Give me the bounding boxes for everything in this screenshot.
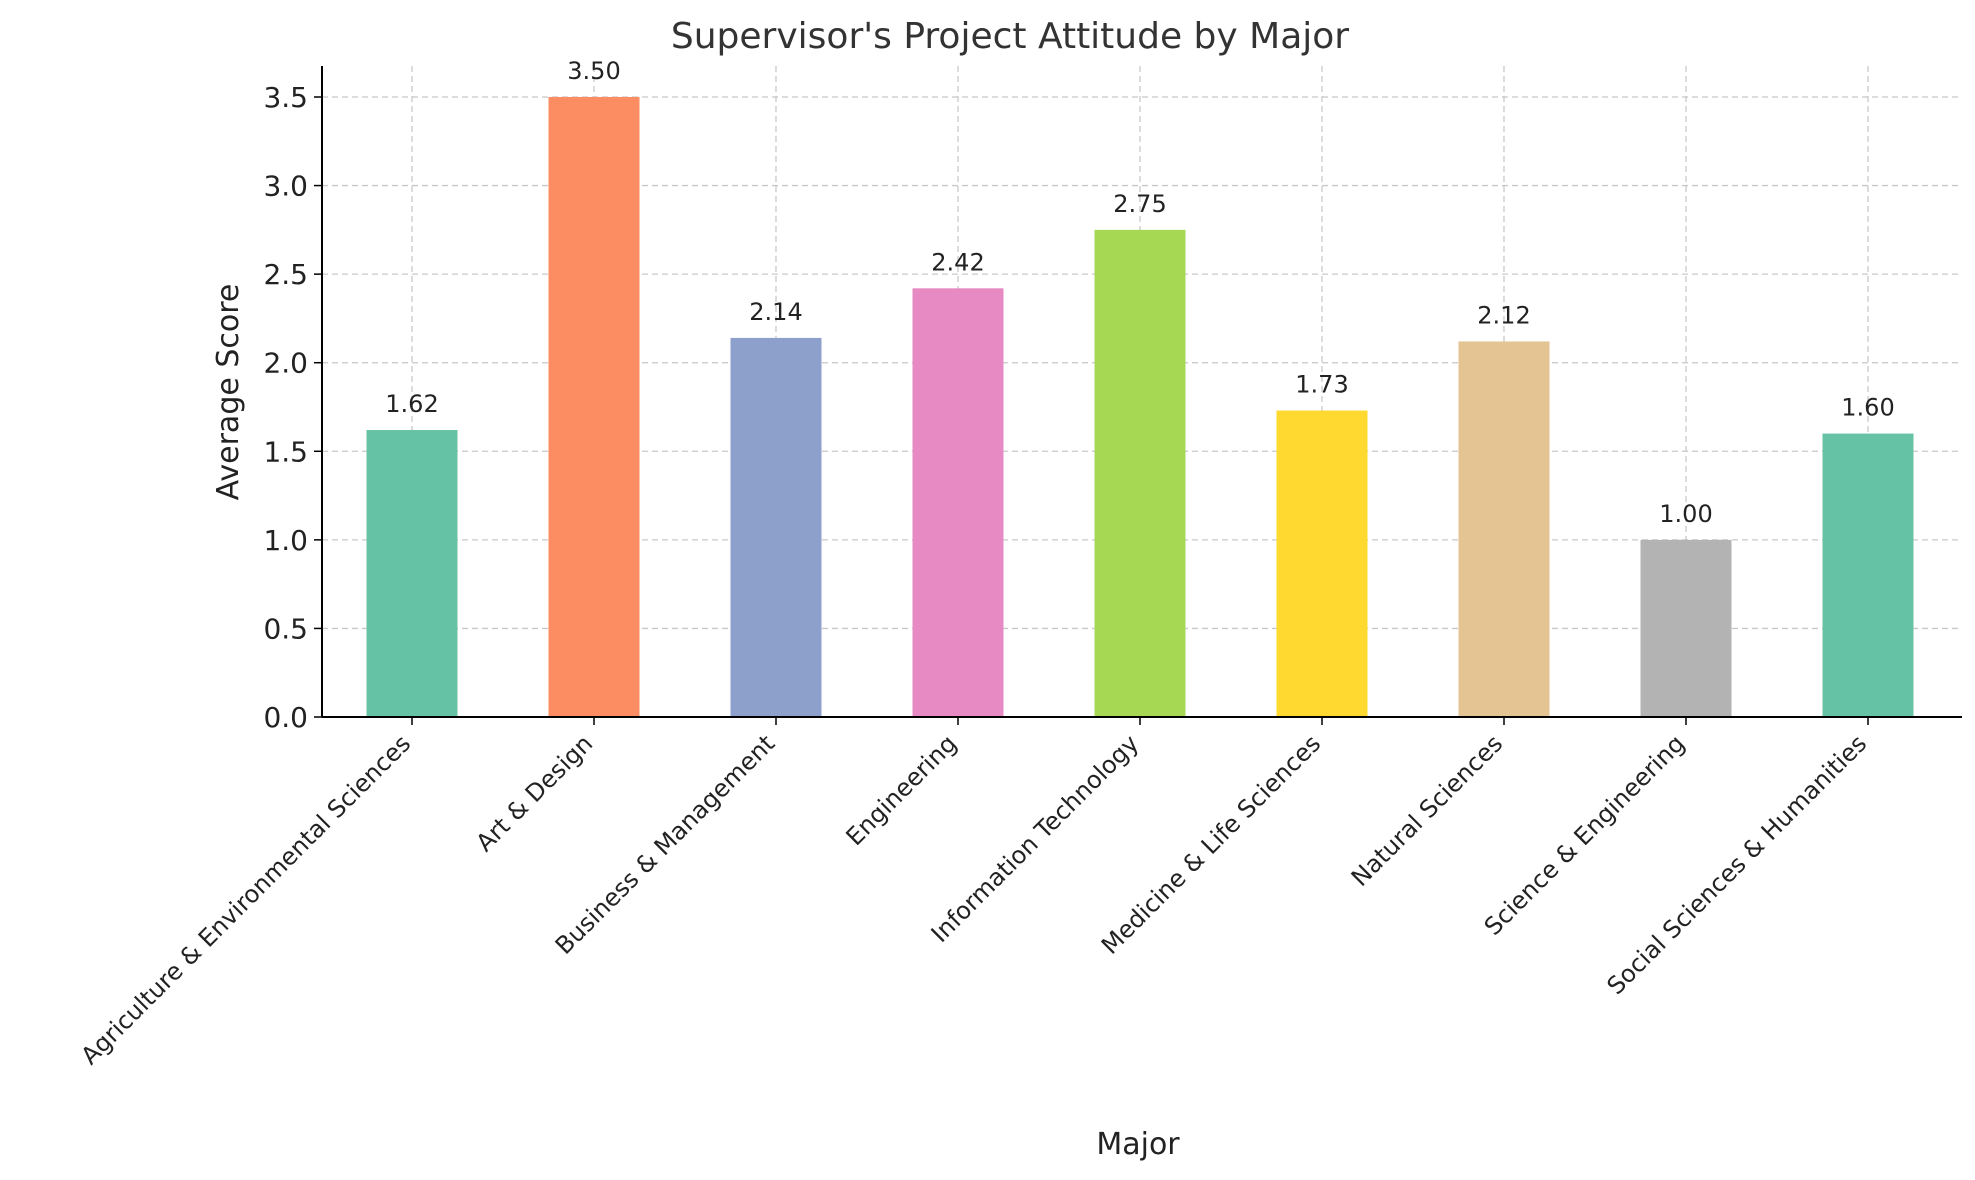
data-label: 2.14	[749, 298, 802, 326]
x-tick-label: Art & Design	[471, 729, 599, 857]
data-label: 1.62	[385, 390, 438, 418]
y-tick-label: 0.5	[263, 612, 308, 645]
data-label: 1.00	[1659, 500, 1712, 528]
chart-title: Supervisor's Project Attitude by Major	[671, 16, 1349, 57]
bar	[912, 288, 1004, 717]
x-tick-label: Medicine & Life Sciences	[1096, 729, 1326, 959]
bar	[730, 337, 822, 717]
data-label: 1.60	[1841, 394, 1894, 422]
bars	[366, 97, 1914, 717]
y-tick-label: 1.0	[263, 524, 308, 557]
y-ticks: 0.0 0.5 1.0 1.5 2.0 2.5 3.0 3.5	[263, 81, 322, 734]
y-tick-label: 0.0	[263, 701, 308, 734]
data-labels: 1.62 3.50 2.14 2.42 2.75 1.73 2.12 1.00 1.60	[385, 57, 1894, 528]
bar	[1458, 341, 1550, 717]
x-ticks: Agriculture & Environmental Sciences Art …	[76, 717, 1872, 1070]
data-label: 1.73	[1295, 371, 1348, 399]
bar	[1640, 539, 1732, 717]
x-tick-label: Information Technology	[926, 729, 1144, 947]
data-label: 2.75	[1113, 190, 1166, 218]
x-tick-label: Natural Sciences	[1346, 729, 1508, 891]
y-tick-label: 1.5	[263, 435, 308, 468]
y-axis-label: Average Score	[211, 284, 246, 501]
x-tick-label: Science & Engineering	[1479, 729, 1690, 940]
data-label: 2.42	[931, 248, 984, 276]
x-tick-label: Engineering	[841, 729, 963, 851]
x-tick-label: Business & Management	[550, 729, 780, 959]
y-tick-label: 3.0	[263, 170, 308, 203]
data-label: 2.12	[1477, 301, 1530, 329]
y-tick-label: 2.0	[263, 347, 308, 380]
x-tick-label: Agriculture & Environmental Sciences	[76, 729, 417, 1070]
bar	[366, 430, 458, 717]
bar	[1276, 410, 1368, 717]
y-tick-label: 2.5	[263, 258, 308, 291]
bar	[548, 97, 640, 717]
bar	[1094, 229, 1186, 717]
bar	[1822, 433, 1914, 717]
axes	[321, 66, 1962, 718]
data-label: 3.50	[567, 57, 620, 85]
y-tick-label: 3.5	[263, 81, 308, 114]
x-axis-label: Major	[1096, 1127, 1180, 1162]
